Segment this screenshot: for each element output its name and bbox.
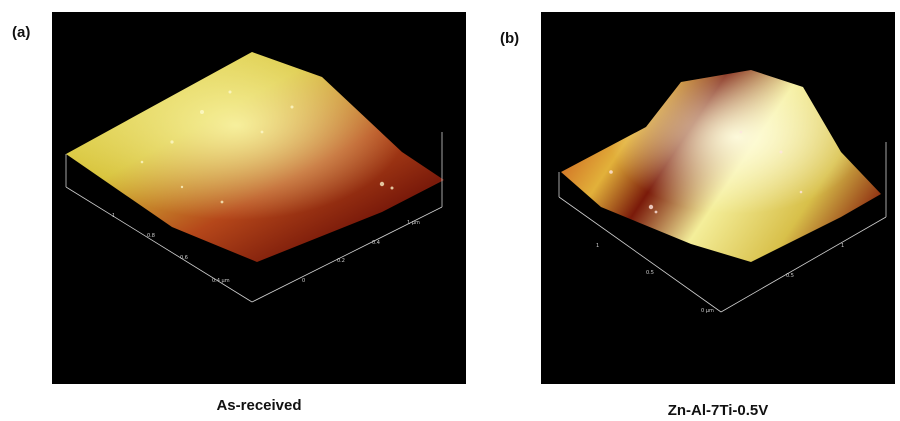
- svg-text:0.2: 0.2: [337, 258, 345, 264]
- svg-text:1: 1: [841, 243, 844, 249]
- svg-text:0.6: 0.6: [180, 255, 188, 261]
- svg-text:0 µm: 0 µm: [701, 308, 714, 314]
- axes-box: [558, 142, 887, 313]
- svg-text:0.5: 0.5: [646, 270, 654, 276]
- svg-text:0.4 µm: 0.4 µm: [212, 278, 230, 284]
- svg-text:0.5: 0.5: [786, 273, 794, 279]
- afm-surface-zn-al-7ti-0.5v: 1 0.5 0 µm 0.5 1: [558, 70, 887, 314]
- afm-surface-as-received: 1 0.8 0.6 0.4 µm 0 0.2 0.4 1 µm: [65, 52, 444, 303]
- svg-text:0.8: 0.8: [147, 233, 155, 239]
- caption-zn-al-7ti-0.5v: Zn-Al-7Ti-0.5V: [667, 402, 769, 419]
- axes-box: [65, 132, 443, 303]
- svg-text:0: 0: [302, 278, 305, 284]
- afm-image-as-received: 1 0.8 0.6 0.4 µm 0 0.2 0.4 1 µm: [52, 12, 466, 384]
- svg-text:0.4: 0.4: [372, 240, 380, 246]
- svg-text:1: 1: [596, 243, 599, 249]
- svg-text:1 µm: 1 µm: [407, 220, 420, 226]
- caption-as-received: As-received: [216, 397, 302, 414]
- panel-b-label: (b): [500, 30, 520, 47]
- svg-text:1: 1: [112, 213, 115, 219]
- afm-image-zn-al-7ti-0.5v: 1 0.5 0 µm 0.5 1: [541, 12, 895, 384]
- panel-a-label: (a): [12, 24, 31, 41]
